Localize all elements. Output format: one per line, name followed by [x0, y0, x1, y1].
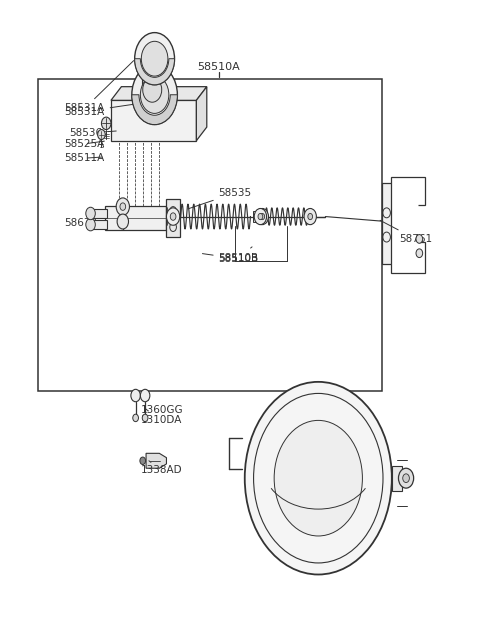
Circle shape — [170, 213, 176, 220]
Circle shape — [398, 468, 414, 488]
Text: 58510B: 58510B — [219, 247, 259, 263]
Circle shape — [245, 382, 392, 574]
Text: 58535: 58535 — [188, 188, 252, 209]
Text: 58531A: 58531A — [64, 103, 145, 117]
Circle shape — [140, 457, 145, 465]
Circle shape — [258, 213, 263, 219]
Circle shape — [274, 420, 362, 536]
Circle shape — [141, 41, 168, 76]
Bar — [253, 211, 263, 222]
Circle shape — [416, 234, 423, 243]
Circle shape — [308, 213, 312, 219]
Circle shape — [140, 76, 169, 113]
Wedge shape — [135, 59, 175, 85]
Bar — [142, 76, 163, 90]
Text: 1310DA: 1310DA — [140, 408, 182, 425]
Circle shape — [97, 130, 105, 139]
Text: 58672: 58672 — [64, 218, 104, 228]
Text: 1360GG: 1360GG — [140, 399, 183, 415]
Circle shape — [132, 65, 178, 125]
Circle shape — [135, 33, 175, 85]
Circle shape — [142, 414, 148, 421]
Bar — [91, 209, 107, 218]
Text: 58510B: 58510B — [203, 253, 259, 264]
Circle shape — [101, 117, 111, 130]
Circle shape — [167, 208, 180, 225]
Circle shape — [86, 208, 96, 219]
Bar — [105, 206, 167, 229]
Text: 1338AD: 1338AD — [140, 461, 182, 475]
Circle shape — [143, 77, 162, 102]
Circle shape — [133, 414, 138, 421]
Circle shape — [304, 208, 316, 224]
Circle shape — [256, 208, 268, 224]
Wedge shape — [132, 95, 178, 125]
Text: 58510A: 58510A — [197, 63, 240, 72]
Circle shape — [116, 198, 130, 215]
Polygon shape — [111, 87, 207, 100]
Polygon shape — [111, 100, 196, 140]
Circle shape — [117, 214, 129, 229]
Bar — [38, 79, 383, 391]
Bar — [91, 220, 107, 229]
Polygon shape — [383, 183, 391, 264]
Circle shape — [260, 213, 264, 219]
Bar — [167, 199, 180, 237]
Text: 58511A: 58511A — [64, 153, 105, 163]
Text: 58761: 58761 — [380, 220, 432, 244]
Text: 58536: 58536 — [69, 129, 116, 139]
Circle shape — [86, 218, 96, 231]
Circle shape — [403, 474, 409, 483]
Bar — [392, 466, 402, 490]
Circle shape — [120, 203, 126, 210]
Circle shape — [140, 389, 150, 402]
Polygon shape — [146, 453, 167, 468]
Circle shape — [131, 389, 140, 402]
Text: 58531A: 58531A — [64, 61, 133, 113]
Circle shape — [416, 249, 423, 258]
Polygon shape — [196, 87, 207, 140]
Circle shape — [254, 208, 266, 224]
Text: 58525A: 58525A — [64, 139, 105, 149]
